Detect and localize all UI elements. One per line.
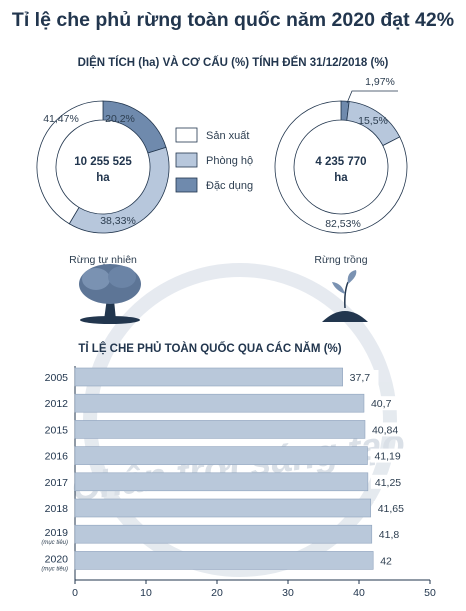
bar-2005 [74, 367, 343, 387]
x-tick-label: 40 [353, 587, 365, 599]
bar-category-label: 2019 [45, 527, 69, 539]
legend-label: Đặc dụng [206, 180, 253, 192]
bar-value-label: 37,7 [350, 372, 371, 384]
bar-2017 [74, 472, 369, 492]
x-tick-label: 30 [282, 587, 294, 599]
seedling-icon [322, 270, 368, 322]
value-label-box [345, 370, 379, 384]
bar-category-label: 2005 [45, 372, 69, 384]
page-title: Tỉ lệ che phủ rừng toàn quốc năm 2020 đạ… [12, 9, 454, 31]
donut-center-value: 10 255 525 [74, 156, 132, 168]
bar-value-label: 41,25 [375, 477, 401, 489]
donut-slice-label: 82,53% [325, 218, 361, 230]
value-label-box [367, 422, 407, 437]
donut-name: Rừng trồng [314, 254, 367, 266]
x-tick-label: 10 [140, 587, 152, 599]
donut-center-unit: ha [96, 172, 110, 184]
donut-slice-sản-xuất [36, 100, 104, 225]
bar-chart-title: TỈ LỆ CHE PHỦ TOÀN QUỐC QUA CÁC NĂM (%) [78, 341, 341, 355]
bar-category-label: 2020 [45, 553, 69, 565]
donut-rung-trong: 4 235 770 ha 82,53% 15,5% 1,97% Rừng trồng [274, 76, 408, 266]
legend-swatch [175, 152, 198, 168]
donut-name: Rừng tự nhiên [69, 254, 137, 266]
value-label-box [376, 553, 397, 568]
bar-category-note: (mục tiêu) [41, 566, 68, 572]
value-label-box [370, 474, 410, 489]
x-tick-label: 50 [424, 587, 436, 599]
bar-2019 [74, 524, 373, 544]
bar-value-label: 40,7 [371, 398, 392, 410]
bar-category-label: 2018 [45, 503, 69, 515]
donut-slice-sản-xuất [274, 100, 408, 234]
bar-category-label: 2015 [45, 424, 69, 436]
bar-value-label: 41,8 [379, 529, 400, 541]
donut-slice-label: 38,33% [100, 215, 136, 227]
bar-2018 [74, 498, 372, 518]
value-label-box [370, 448, 410, 463]
donut-chart-title: DIỆN TÍCH (ha) VÀ CƠ CẤU (%) TÍNH ĐẾN 31… [78, 56, 389, 69]
value-label-box [374, 527, 408, 542]
bar-category-label: 2016 [45, 451, 69, 463]
bar-value-label: 40,84 [372, 424, 398, 436]
bar-value-label: 42 [380, 555, 392, 567]
donut-slice-label: 1,97% [365, 76, 395, 88]
donut-center-value: 4 235 770 [315, 156, 366, 168]
bar-2012 [74, 393, 365, 413]
bar-category-note: (mục tiêu) [41, 540, 68, 546]
donut-slice-đặc-dụng [102, 100, 167, 154]
x-tick-label: 20 [211, 587, 223, 599]
donut-slice-label: 20,2% [105, 113, 135, 125]
bar-value-label: 41,19 [374, 451, 400, 463]
legend-swatch [175, 177, 198, 193]
tree-icon [79, 264, 141, 324]
legend: Sản xuất Phòng hộ Đặc dụng [175, 127, 253, 193]
value-label-box [366, 396, 400, 411]
donut-rung-tu-nhien: 10 255 525 ha 41,47% 38,33% 20,2% Rừng tự nhi… [36, 100, 170, 266]
leader-line [346, 90, 398, 104]
legend-label: Sản xuất [206, 130, 249, 142]
bar-2015 [74, 420, 366, 439]
bar-2016 [74, 446, 368, 465]
bar-value-label: 41,65 [378, 503, 404, 515]
bar-category-label: 2012 [45, 398, 69, 410]
donut-slice-label: 41,47% [43, 113, 79, 125]
bar-category-label: 2017 [45, 477, 69, 489]
watermark-ring [83, 263, 397, 577]
legend-swatch [175, 127, 198, 143]
donut-center-unit: ha [334, 172, 348, 184]
x-tick-label: 0 [72, 587, 78, 599]
donut-slice-label: 15,5% [358, 115, 388, 127]
legend-label: Phòng hộ [206, 155, 253, 167]
bar-2020 [74, 551, 374, 570]
value-label-box [373, 501, 413, 515]
